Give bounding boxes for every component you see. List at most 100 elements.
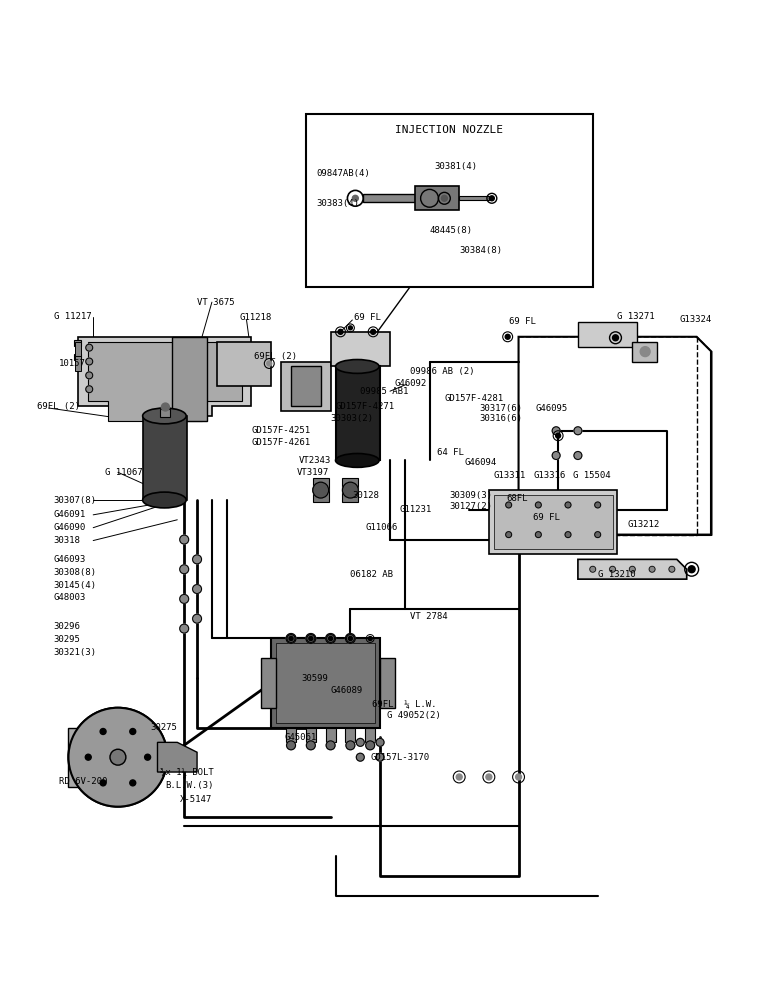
Circle shape xyxy=(610,566,615,572)
Circle shape xyxy=(612,335,618,341)
Text: X-5147: X-5147 xyxy=(180,795,212,804)
Text: 68FL: 68FL xyxy=(506,494,528,503)
Polygon shape xyxy=(76,342,81,358)
Text: G46094: G46094 xyxy=(464,458,496,467)
Circle shape xyxy=(309,637,313,640)
Polygon shape xyxy=(271,638,380,728)
Text: G 49052(2): G 49052(2) xyxy=(387,711,441,720)
Polygon shape xyxy=(262,658,276,708)
Text: GD157F-4281: GD157F-4281 xyxy=(445,394,503,403)
Text: ¾x 1¼ BOLT: ¾x 1¼ BOLT xyxy=(161,768,214,777)
Text: 30127(2): 30127(2) xyxy=(449,502,493,511)
Text: 30295: 30295 xyxy=(53,635,80,644)
Text: 30307(8): 30307(8) xyxy=(53,496,96,505)
Text: G45061: G45061 xyxy=(284,733,317,742)
Text: INJECTION NOZZLE: INJECTION NOZZLE xyxy=(395,125,503,135)
Text: G 13271: G 13271 xyxy=(618,312,655,321)
Text: G46093: G46093 xyxy=(53,555,86,564)
Polygon shape xyxy=(494,495,612,549)
Text: RD 6V-200: RD 6V-200 xyxy=(59,777,107,786)
Circle shape xyxy=(86,372,93,379)
Polygon shape xyxy=(519,337,712,535)
Bar xyxy=(306,114,593,287)
Circle shape xyxy=(345,634,355,643)
Polygon shape xyxy=(172,337,207,421)
Text: G13212: G13212 xyxy=(628,520,659,529)
Polygon shape xyxy=(74,340,81,346)
Circle shape xyxy=(144,754,151,760)
Circle shape xyxy=(286,741,296,750)
Circle shape xyxy=(368,637,372,640)
Polygon shape xyxy=(78,337,252,416)
Polygon shape xyxy=(365,728,375,742)
Polygon shape xyxy=(459,196,489,200)
Text: G 15504: G 15504 xyxy=(573,471,611,480)
Circle shape xyxy=(86,344,93,351)
Text: G 13210: G 13210 xyxy=(598,570,635,579)
Circle shape xyxy=(267,361,272,366)
Text: GD157F-4261: GD157F-4261 xyxy=(252,438,310,447)
Text: 30381(4): 30381(4) xyxy=(435,162,477,171)
Text: 64 FL: 64 FL xyxy=(438,448,464,457)
Polygon shape xyxy=(281,362,330,411)
Circle shape xyxy=(86,358,93,365)
Text: 69 FL: 69 FL xyxy=(509,317,536,326)
Circle shape xyxy=(180,594,188,603)
Text: 30384(8): 30384(8) xyxy=(459,246,503,255)
Polygon shape xyxy=(276,643,375,723)
Text: 06182 AB: 06182 AB xyxy=(350,570,394,579)
Text: GD157L-3170: GD157L-3170 xyxy=(370,753,429,762)
Circle shape xyxy=(110,749,126,765)
Polygon shape xyxy=(143,416,187,500)
Text: GD157F-4251: GD157F-4251 xyxy=(252,426,310,435)
Text: 30318: 30318 xyxy=(53,536,80,545)
Circle shape xyxy=(669,566,675,572)
Polygon shape xyxy=(157,742,197,772)
Text: 48445(8): 48445(8) xyxy=(429,226,472,235)
Circle shape xyxy=(180,535,188,544)
Circle shape xyxy=(357,753,364,761)
Text: G46090: G46090 xyxy=(53,523,86,532)
Text: VT 2784: VT 2784 xyxy=(410,612,447,621)
Polygon shape xyxy=(578,559,687,579)
Text: G 11217: G 11217 xyxy=(53,312,91,321)
Circle shape xyxy=(286,634,296,643)
Text: G13311: G13311 xyxy=(494,471,526,480)
Polygon shape xyxy=(343,478,358,502)
Polygon shape xyxy=(340,332,345,421)
Text: VT3197: VT3197 xyxy=(297,468,329,477)
Circle shape xyxy=(456,774,462,780)
Polygon shape xyxy=(489,490,618,554)
Circle shape xyxy=(100,780,106,786)
Circle shape xyxy=(376,738,384,746)
Text: 30128: 30128 xyxy=(352,491,379,500)
Polygon shape xyxy=(345,728,355,742)
Circle shape xyxy=(85,754,91,760)
Polygon shape xyxy=(336,366,380,460)
Circle shape xyxy=(86,386,93,393)
Circle shape xyxy=(371,329,376,334)
Circle shape xyxy=(338,329,343,334)
Polygon shape xyxy=(69,728,118,787)
Circle shape xyxy=(130,780,136,786)
Text: G46089: G46089 xyxy=(330,686,363,695)
Text: 30599: 30599 xyxy=(301,674,328,683)
Circle shape xyxy=(594,502,601,508)
Text: G 11067: G 11067 xyxy=(105,468,143,477)
Polygon shape xyxy=(76,356,81,371)
Ellipse shape xyxy=(143,492,186,508)
Circle shape xyxy=(516,774,522,780)
Circle shape xyxy=(352,195,358,201)
Circle shape xyxy=(565,502,571,508)
Circle shape xyxy=(192,555,201,564)
Text: 69FL (2): 69FL (2) xyxy=(37,402,80,411)
Polygon shape xyxy=(88,342,242,421)
Text: 30275: 30275 xyxy=(151,723,178,732)
Text: 09847AB(4): 09847AB(4) xyxy=(317,169,371,178)
Circle shape xyxy=(348,326,352,330)
Text: G13324: G13324 xyxy=(680,315,712,324)
Polygon shape xyxy=(326,728,336,742)
Circle shape xyxy=(289,637,293,640)
Circle shape xyxy=(192,585,201,593)
Text: 69FL  ¼ L.W.: 69FL ¼ L.W. xyxy=(372,699,437,708)
